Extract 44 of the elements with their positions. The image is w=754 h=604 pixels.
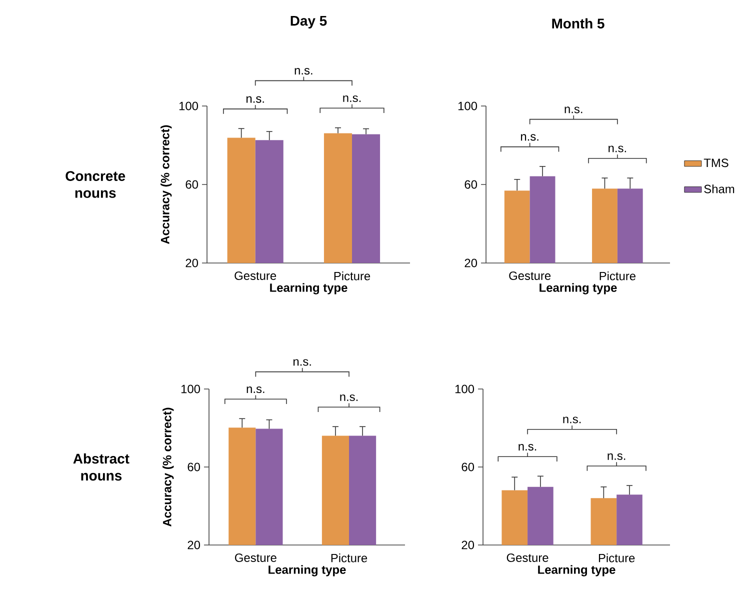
x-axis-title: Learning type [538, 565, 616, 576]
legend-label: TMS [704, 158, 728, 168]
y-tick-label: 60 [188, 462, 200, 472]
chart-title: Month 5 [552, 18, 604, 28]
x-tick-label: Picture [331, 554, 368, 562]
y-tick-label: 100 [179, 102, 198, 110]
y-tick-label: 20 [462, 540, 474, 550]
y-axis-title: Accuracy (% correct) [162, 408, 174, 526]
y-tick-label: 60 [464, 180, 478, 189]
text: n.s. [246, 96, 264, 103]
annotation: n.s. [563, 416, 581, 424]
x-axis-title: Learning type [268, 565, 346, 576]
x-tick-label: Gesture [234, 272, 276, 280]
annotation: n.s. [246, 386, 264, 394]
y-tick-label: 20 [186, 258, 198, 268]
text: Abstract nouns [73, 453, 130, 481]
text: n.s. [294, 359, 311, 366]
x-tick-label: Picture [334, 272, 370, 280]
y-tick-label: 100 [455, 384, 474, 394]
annotation: n.s. [608, 146, 626, 152]
y-tick-label: 20 [464, 258, 478, 268]
y-tick-label: 60 [186, 180, 198, 189]
annotation: n.s. [520, 134, 538, 141]
x-axis-title: Learning type [540, 283, 617, 294]
y-tick-label: 20 [188, 540, 200, 550]
legend-label: Sham [704, 184, 734, 194]
y-tick-label: 60 [462, 462, 474, 472]
annotation: n.s. [518, 444, 536, 451]
x-tick-label: Gesture [509, 272, 551, 280]
y-axis-title: Accuracy (% correct) [160, 125, 172, 244]
x-tick-label: Gesture [235, 554, 276, 562]
chart-title: Day 5 [290, 16, 327, 28]
text: Concrete nouns [66, 171, 126, 198]
x-tick-label: Picture [600, 272, 636, 280]
x-tick-label: Picture [598, 554, 635, 562]
x-axis-title: Learning type [270, 283, 348, 294]
annotation: n.s. [564, 106, 582, 114]
annotation: n.s. [340, 394, 358, 402]
text: n.s. [294, 68, 312, 75]
x-tick-label: Gesture [506, 554, 548, 562]
y-tick-label: 100 [181, 384, 200, 394]
y-tick-label: 100 [458, 102, 478, 110]
annotation: n.s. [608, 453, 626, 460]
text: n.s. [343, 95, 361, 102]
